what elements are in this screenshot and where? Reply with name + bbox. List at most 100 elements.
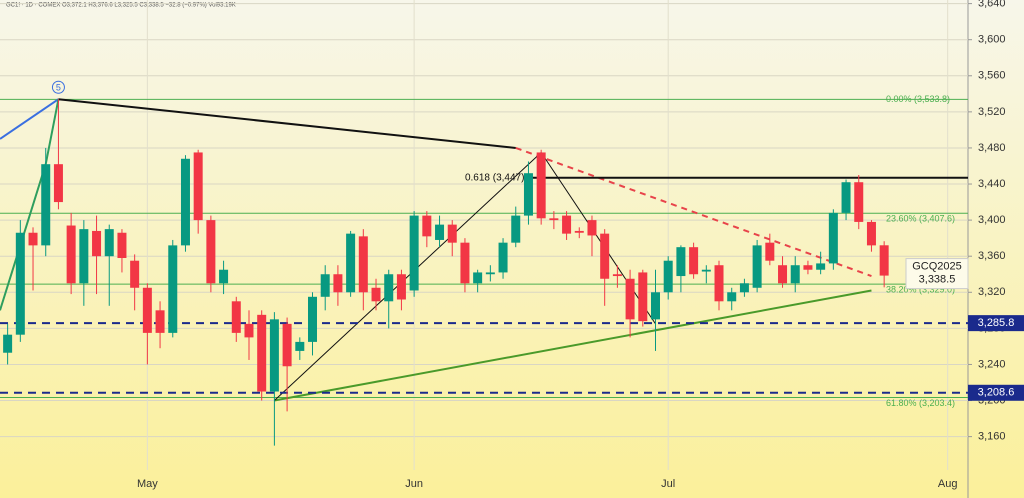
candle-body — [752, 245, 762, 288]
x-tick-label: May — [137, 478, 158, 490]
candle-body — [841, 182, 851, 213]
candle-body — [473, 272, 483, 284]
candle-body — [231, 301, 241, 333]
x-tick-label: Aug — [938, 478, 958, 490]
candle-body — [384, 274, 394, 302]
candle-body — [803, 265, 813, 270]
y-tick-label: 3,320 — [978, 286, 1006, 298]
candle-body — [778, 265, 788, 284]
candle-body — [92, 230, 102, 257]
price-level-label: 3,208.6 — [978, 387, 1015, 399]
candle-body — [155, 310, 165, 333]
candle-body — [422, 215, 432, 237]
candle-body — [346, 233, 356, 293]
candle-body — [536, 152, 546, 219]
candle-body — [79, 229, 89, 284]
candle-body — [650, 292, 660, 320]
candle-body — [15, 232, 25, 335]
drawing-line — [515, 147, 872, 277]
candle-body — [676, 247, 686, 277]
candle-body — [866, 221, 876, 246]
candle-body — [3, 334, 13, 353]
drawing-line — [58, 98, 516, 149]
wave-label: 5 — [56, 83, 61, 93]
candle-body — [549, 218, 559, 221]
candle-body — [625, 278, 635, 320]
price-level-box — [968, 315, 1024, 332]
candle-body — [460, 242, 470, 284]
candle-body — [333, 274, 343, 293]
candle-body — [689, 247, 699, 275]
fib-label: 23.60% (3,407.6) — [886, 214, 955, 224]
candle-body — [41, 164, 51, 246]
candle-body — [714, 265, 724, 302]
candle-body — [53, 164, 63, 203]
candle-body — [409, 215, 419, 291]
y-tick-label: 3,160 — [978, 431, 1006, 443]
candle-body — [308, 296, 318, 342]
candle-body — [396, 274, 406, 300]
candle-body — [168, 245, 178, 333]
candle-body — [28, 232, 38, 246]
candle-body — [600, 233, 610, 279]
candle-body — [854, 182, 864, 222]
last-price-symbol: GCQ2025 — [912, 261, 962, 273]
price-level-box — [968, 384, 1024, 401]
candle-body — [193, 152, 203, 221]
last-price-label: 3,338.5 — [919, 274, 956, 286]
fib-label: 0.00% (3,533.8) — [886, 94, 950, 104]
y-tick-label: 3,240 — [978, 358, 1006, 370]
candle-body — [638, 272, 648, 322]
candle-body — [244, 323, 254, 338]
candle-body — [371, 287, 381, 302]
candle-body — [447, 224, 457, 243]
candle-body — [727, 292, 737, 302]
y-tick-label: 3,520 — [978, 106, 1006, 118]
candle-body — [142, 287, 152, 333]
candle-body — [587, 220, 597, 236]
candle-body — [206, 220, 216, 284]
x-tick-label: Jun — [405, 478, 423, 490]
y-tick-label: 3,600 — [978, 34, 1006, 46]
y-tick-label: 3,560 — [978, 70, 1006, 82]
drawing-line — [274, 289, 872, 402]
candle-body — [485, 272, 495, 275]
candle-body — [765, 242, 775, 261]
candle-body — [828, 212, 838, 264]
candle-body — [612, 274, 622, 277]
candle-body — [117, 232, 127, 259]
fib-label: 38.20% (3,329.0) — [886, 285, 955, 295]
candle-body — [562, 215, 572, 234]
candle-body — [574, 230, 584, 233]
candle-body — [523, 173, 533, 216]
candle-body — [320, 274, 330, 297]
candle-body — [816, 263, 826, 270]
candle-body — [358, 236, 368, 293]
y-tick-label: 3,640 — [978, 0, 1006, 10]
drawing-line — [0, 98, 59, 140]
candle-body — [295, 341, 305, 351]
y-tick-label: 3,480 — [978, 142, 1006, 154]
candle-body — [739, 283, 749, 293]
candle-body — [701, 269, 711, 272]
wave-marker — [51, 80, 65, 94]
candle-body — [435, 224, 445, 240]
y-tick-label: 3,400 — [978, 214, 1006, 226]
x-tick-label: Jul — [661, 478, 675, 490]
candle-body — [66, 225, 76, 284]
candle-body — [790, 265, 800, 284]
candle-body — [663, 260, 673, 293]
candle-body — [257, 314, 267, 392]
retrace-label: 0.618 (3,447) — [465, 172, 525, 183]
candle-body — [180, 158, 190, 246]
candle-body — [219, 269, 229, 284]
price-level-label: 3,285.8 — [978, 317, 1015, 329]
candle-body — [498, 242, 508, 273]
candle-body — [269, 319, 279, 392]
candle-body — [130, 260, 140, 288]
y-tick-label: 3,440 — [978, 178, 1006, 190]
last-price-box — [905, 258, 969, 290]
y-tick-label: 3,360 — [978, 250, 1006, 262]
